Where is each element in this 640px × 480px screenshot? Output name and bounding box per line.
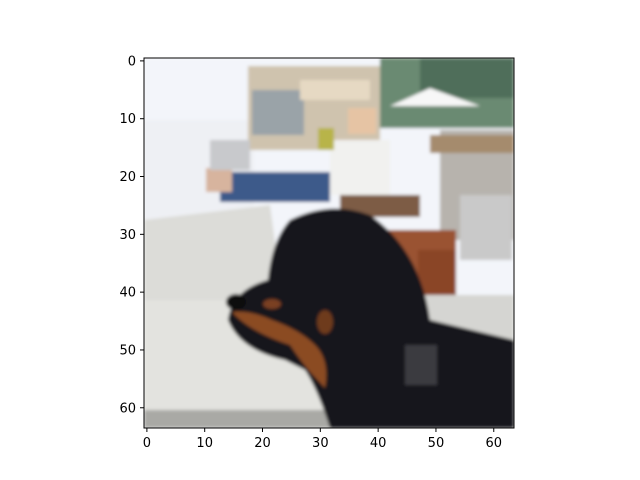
axes-frame (143, 57, 515, 429)
y-tick-label: 20 (119, 170, 136, 185)
x-tick-label: 40 (370, 436, 387, 451)
x-tick-label: 0 (143, 436, 151, 451)
y-tick-label: 60 (119, 401, 136, 416)
y-tick-label: 40 (119, 286, 136, 301)
y-tick-label: 10 (119, 112, 136, 127)
x-tick-label: 20 (254, 436, 271, 451)
x-tick-label: 10 (196, 436, 213, 451)
x-tick-label: 30 (312, 436, 329, 451)
x-axis: 0 10 20 30 40 50 60 (143, 428, 502, 451)
y-tick-label: 30 (119, 228, 136, 243)
y-axis: 0 10 20 30 40 50 60 (119, 54, 144, 416)
y-tick-label: 0 (128, 54, 136, 69)
image-plot (144, 58, 514, 428)
y-tick-label: 50 (119, 343, 136, 358)
x-tick-label: 50 (428, 436, 445, 451)
x-tick-label: 60 (485, 436, 502, 451)
